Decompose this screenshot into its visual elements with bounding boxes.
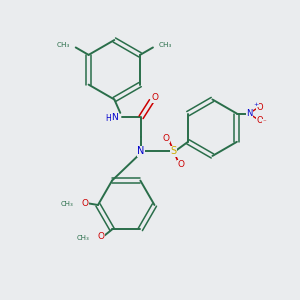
Text: +: + — [254, 102, 259, 107]
Text: O: O — [152, 94, 159, 103]
Text: O: O — [256, 116, 263, 124]
Text: O: O — [256, 103, 263, 112]
Text: N: N — [247, 109, 253, 118]
Text: N: N — [137, 146, 145, 157]
Text: CH₃: CH₃ — [77, 236, 90, 242]
Text: ⁻: ⁻ — [262, 119, 266, 125]
Text: O: O — [98, 232, 105, 242]
Text: O: O — [163, 134, 170, 142]
Text: O: O — [81, 199, 88, 208]
Text: S: S — [171, 146, 177, 157]
Text: CH₃: CH₃ — [158, 42, 172, 48]
Text: CH₃: CH₃ — [61, 200, 74, 206]
Text: H: H — [105, 114, 111, 123]
Text: O: O — [178, 160, 185, 169]
Text: N: N — [112, 113, 118, 122]
Text: CH₃: CH₃ — [57, 42, 70, 48]
